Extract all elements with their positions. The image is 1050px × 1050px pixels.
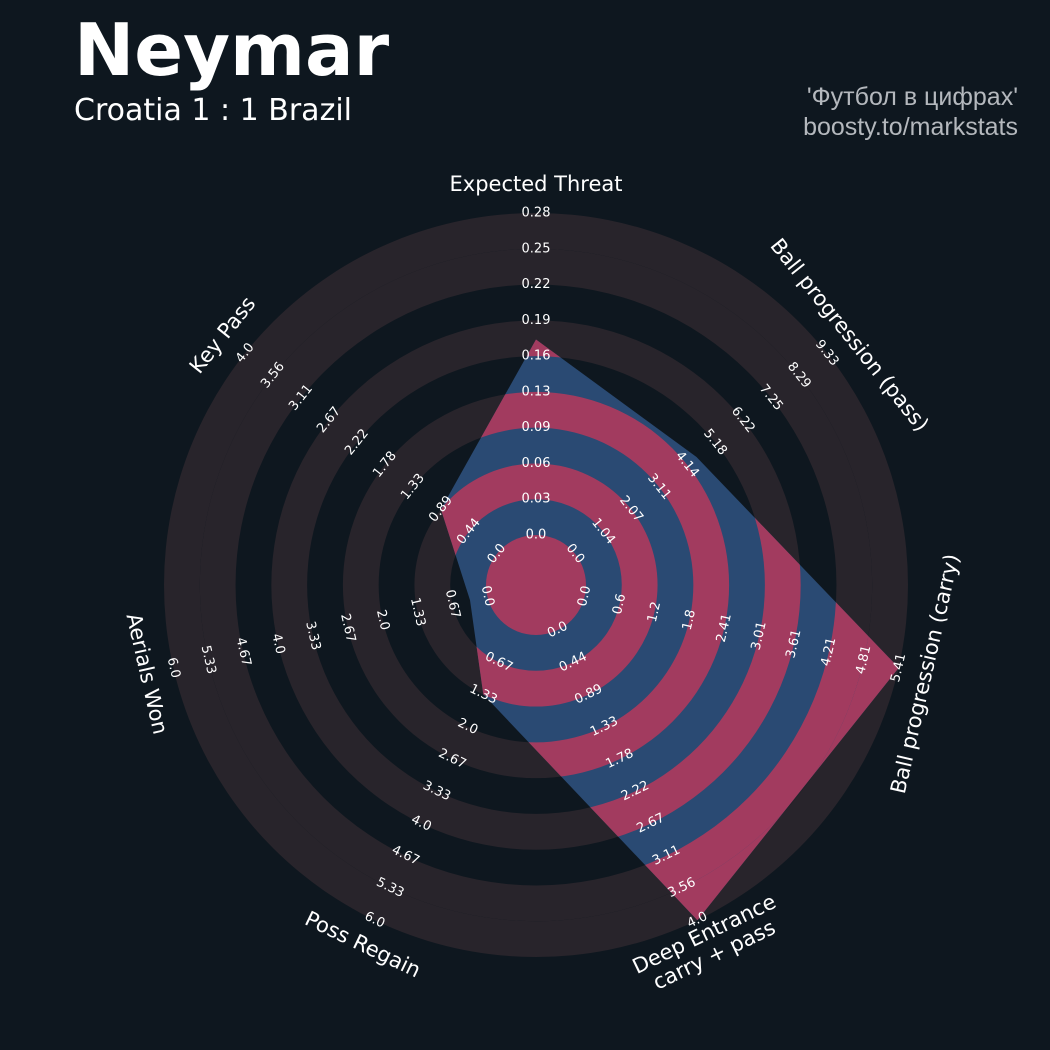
tick-label: 6.0	[164, 656, 183, 680]
tick-label: 0.19	[522, 313, 551, 328]
credit-line-1: 'Футбол в цифрах'	[806, 83, 1018, 111]
tick-label: 4.67	[233, 636, 254, 668]
tick-label: 4.81	[853, 644, 874, 676]
tick-label: 0.0	[575, 584, 594, 608]
tick-label: 3.33	[302, 620, 323, 652]
tick-label: 1.33	[407, 596, 428, 628]
credit: 'Футбол в цифрах' boosty.to/markstats	[803, 82, 1018, 142]
tick-label: 0.28	[522, 206, 551, 221]
tick-label: 2.67	[337, 612, 358, 644]
tick-label: 5.41	[888, 652, 909, 684]
tick-label: 2.0	[373, 608, 392, 632]
tick-label: 0.13	[522, 384, 551, 399]
tick-label: 0.0	[478, 584, 497, 608]
tick-label: 4.0	[268, 632, 287, 656]
param-label: Expected Threat	[450, 172, 623, 196]
tick-label: 2.41	[714, 612, 735, 644]
tick-label: 0.16	[522, 349, 551, 364]
tick-label: 3.61	[783, 628, 804, 660]
tick-label: 0.6	[610, 592, 629, 616]
highlight-ring	[486, 535, 586, 635]
credit-line-2: boosty.to/markstats	[803, 113, 1018, 141]
tick-label: 5.33	[198, 644, 219, 676]
tick-label: 0.0	[526, 528, 547, 543]
tick-label: 4.21	[818, 636, 839, 668]
match-subtitle: Croatia 1 : 1 Brazil	[74, 93, 352, 128]
tick-label: 0.03	[522, 492, 551, 507]
tick-label: 1.8	[680, 608, 699, 632]
param-label: Aerials Won	[122, 611, 173, 737]
tick-label: 0.25	[522, 241, 551, 256]
tick-label: 0.22	[522, 277, 551, 292]
tick-label: 3.01	[749, 620, 770, 652]
tick-label: 0.67	[442, 588, 463, 620]
tick-label: 0.06	[522, 456, 551, 471]
tick-label: 0.09	[522, 420, 551, 435]
tick-label: 1.2	[645, 600, 664, 624]
player-name-title: Neymar	[74, 8, 390, 92]
